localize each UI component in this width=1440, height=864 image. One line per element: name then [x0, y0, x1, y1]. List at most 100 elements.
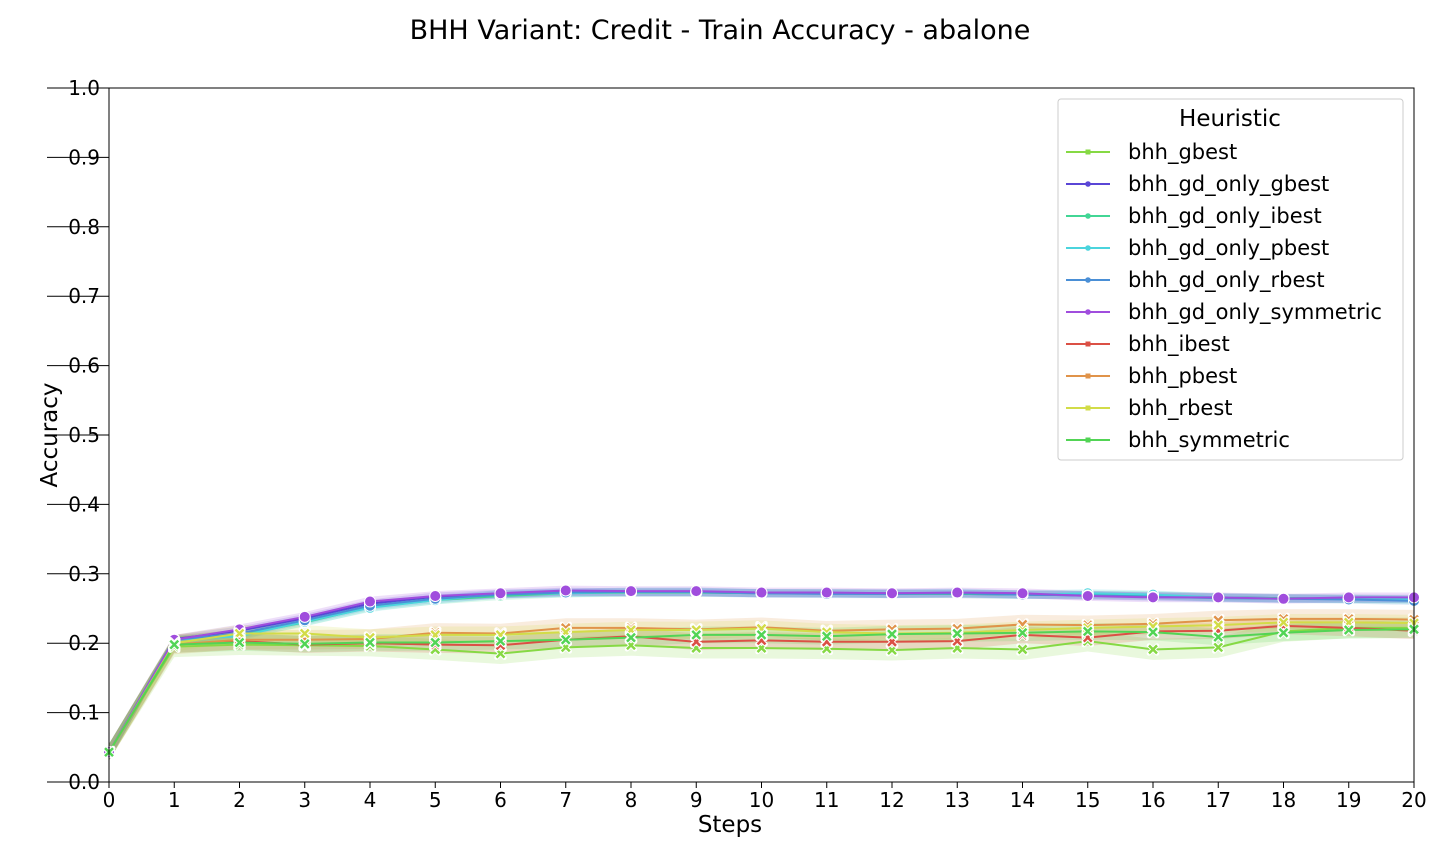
point-bhh_gd_only_symmetric [820, 586, 833, 599]
y-tick-label: 0.6 [68, 354, 100, 378]
legend-label: bhh_gd_only_ibest [1128, 204, 1322, 229]
legend-swatch-marker [1085, 341, 1091, 347]
point-bhh_symmetric [233, 636, 246, 649]
legend-label: bhh_gd_only_gbest [1128, 172, 1329, 197]
x-tick-label: 11 [814, 788, 839, 812]
point-bhh_symmetric [494, 634, 507, 648]
point-bhh_symmetric [1212, 630, 1225, 644]
y-tick-label: 1.0 [68, 76, 100, 100]
point-bhh_gd_only_symmetric [1081, 590, 1094, 603]
y-tick-label: 0.9 [68, 145, 100, 169]
legend-label: bhh_gd_only_pbest [1128, 236, 1329, 261]
x-tick-label: 19 [1336, 788, 1361, 812]
point-bhh_symmetric [1277, 626, 1290, 640]
point-bhh_symmetric [690, 628, 703, 642]
x-axis-label: Steps [698, 812, 762, 838]
x-tick-label: 17 [1206, 788, 1231, 812]
point-bhh_symmetric [1342, 623, 1355, 637]
point-bhh_rbest [233, 627, 246, 640]
legend-label: bhh_gd_only_symmetric [1128, 300, 1382, 325]
point-bhh_symmetric [1146, 625, 1160, 639]
x-tick-label: 7 [559, 788, 572, 812]
point-bhh_gd_only_symmetric [625, 585, 637, 598]
point-bhh_gbest [1212, 641, 1225, 654]
x-tick-label: 13 [945, 788, 970, 812]
x-tick-label: 8 [625, 788, 638, 812]
point-bhh_symmetric [624, 631, 638, 644]
legend-box [1057, 98, 1404, 461]
y-tick-label: 0.7 [68, 284, 100, 308]
point-bhh_symmetric [885, 627, 899, 641]
point-bhh_gd_only_symmetric [1342, 591, 1355, 604]
x-tick-label: 4 [364, 788, 377, 812]
point-bhh_gd_only_symmetric [1212, 591, 1225, 604]
point-bhh_gd_only_symmetric [1016, 587, 1029, 600]
point-bhh_gbest [1146, 643, 1160, 656]
point-bhh_gd_only_symmetric [494, 587, 507, 600]
point-bhh_gd_only_symmetric [755, 586, 768, 599]
point-bhh_gd_only_symmetric [1147, 591, 1159, 604]
point-bhh_gd_only_symmetric [951, 586, 964, 599]
legend-label: bhh_pbest [1128, 364, 1237, 389]
point-bhh_symmetric [755, 628, 768, 642]
point-bhh_rbest [1277, 616, 1290, 629]
legend-label: bhh_ibest [1128, 332, 1230, 357]
legend-swatch-marker [1085, 245, 1091, 251]
point-bhh_symmetric [1016, 626, 1029, 640]
y-tick-label: 0.3 [68, 562, 100, 586]
point-bhh_gd_only_symmetric [690, 585, 703, 598]
legend-label: bhh_rbest [1128, 396, 1233, 421]
point-bhh_rbest [298, 627, 311, 640]
legend-label: bhh_symmetric [1128, 428, 1290, 453]
y-tick-label: 0.1 [68, 701, 100, 725]
point-bhh_gd_only_symmetric [298, 610, 311, 623]
y-tick-label: 0.8 [68, 215, 100, 239]
legend: Heuristic bhh_gbest bhh_gd_only_gbest bhh_… [1057, 98, 1404, 461]
point-bhh_gbest [1016, 643, 1029, 656]
x-tick-label: 20 [1401, 788, 1426, 812]
y-tick-label: 0.4 [68, 492, 100, 516]
point-bhh_symmetric [951, 627, 964, 640]
point-bhh_symmetric [298, 637, 311, 651]
legend-title: Heuristic [1179, 106, 1281, 132]
x-tick-label: 16 [1140, 788, 1165, 812]
legend-swatch-marker [1085, 373, 1091, 379]
point-bhh_gd_only_symmetric [559, 584, 572, 597]
legend-swatch-marker [1085, 213, 1091, 219]
point-bhh_gd_only_symmetric [364, 595, 376, 608]
point-bhh_gd_only_symmetric [1277, 592, 1290, 605]
y-axis-label: Accuracy [37, 382, 63, 487]
point-bhh_symmetric [429, 636, 442, 649]
x-tick-label: 10 [749, 788, 774, 812]
x-tick-label: 6 [494, 788, 507, 812]
x-tick-label: 5 [429, 788, 442, 812]
legend-label: bhh_gd_only_rbest [1128, 268, 1325, 293]
point-bhh_gd_only_symmetric [886, 587, 898, 600]
x-tick-label: 3 [298, 788, 311, 812]
x-tick-label: 0 [103, 788, 116, 812]
x-tick-label: 15 [1075, 788, 1100, 812]
x-tick-label: 1 [168, 788, 181, 812]
x-tick-label: 18 [1271, 788, 1296, 812]
point-bhh_rbest [1212, 618, 1225, 632]
x-tick-label: 12 [879, 788, 904, 812]
point-bhh_symmetric [820, 630, 833, 643]
series-markers [102, 584, 1421, 759]
point-bhh_symmetric [363, 636, 377, 649]
band-bhh_gbest [109, 617, 1414, 761]
legend-swatch-marker [1085, 149, 1091, 155]
legend-swatch-marker [1085, 437, 1091, 443]
legend-swatch-marker [1085, 309, 1091, 315]
x-tick-label: 9 [690, 788, 703, 812]
axes: 0 1 2 3 4 5 6 7 8 9 10 11 12 13 14 15 16 17 18 19 200.00.10.… [47, 76, 1427, 812]
point-bhh_symmetric [559, 633, 572, 646]
legend-swatch-marker [1085, 405, 1091, 411]
legend-swatch-marker [1085, 181, 1091, 187]
legend-swatch-marker [1085, 277, 1091, 283]
y-tick-label: 0.2 [68, 631, 100, 655]
x-tick-label: 2 [233, 788, 246, 812]
y-tick-label: 0.0 [68, 770, 100, 794]
chart-title: BHH Variant: Credit - Train Accuracy - a… [410, 15, 1031, 46]
y-tick-label: 0.5 [68, 423, 100, 447]
point-bhh_gd_only_symmetric [429, 590, 442, 603]
